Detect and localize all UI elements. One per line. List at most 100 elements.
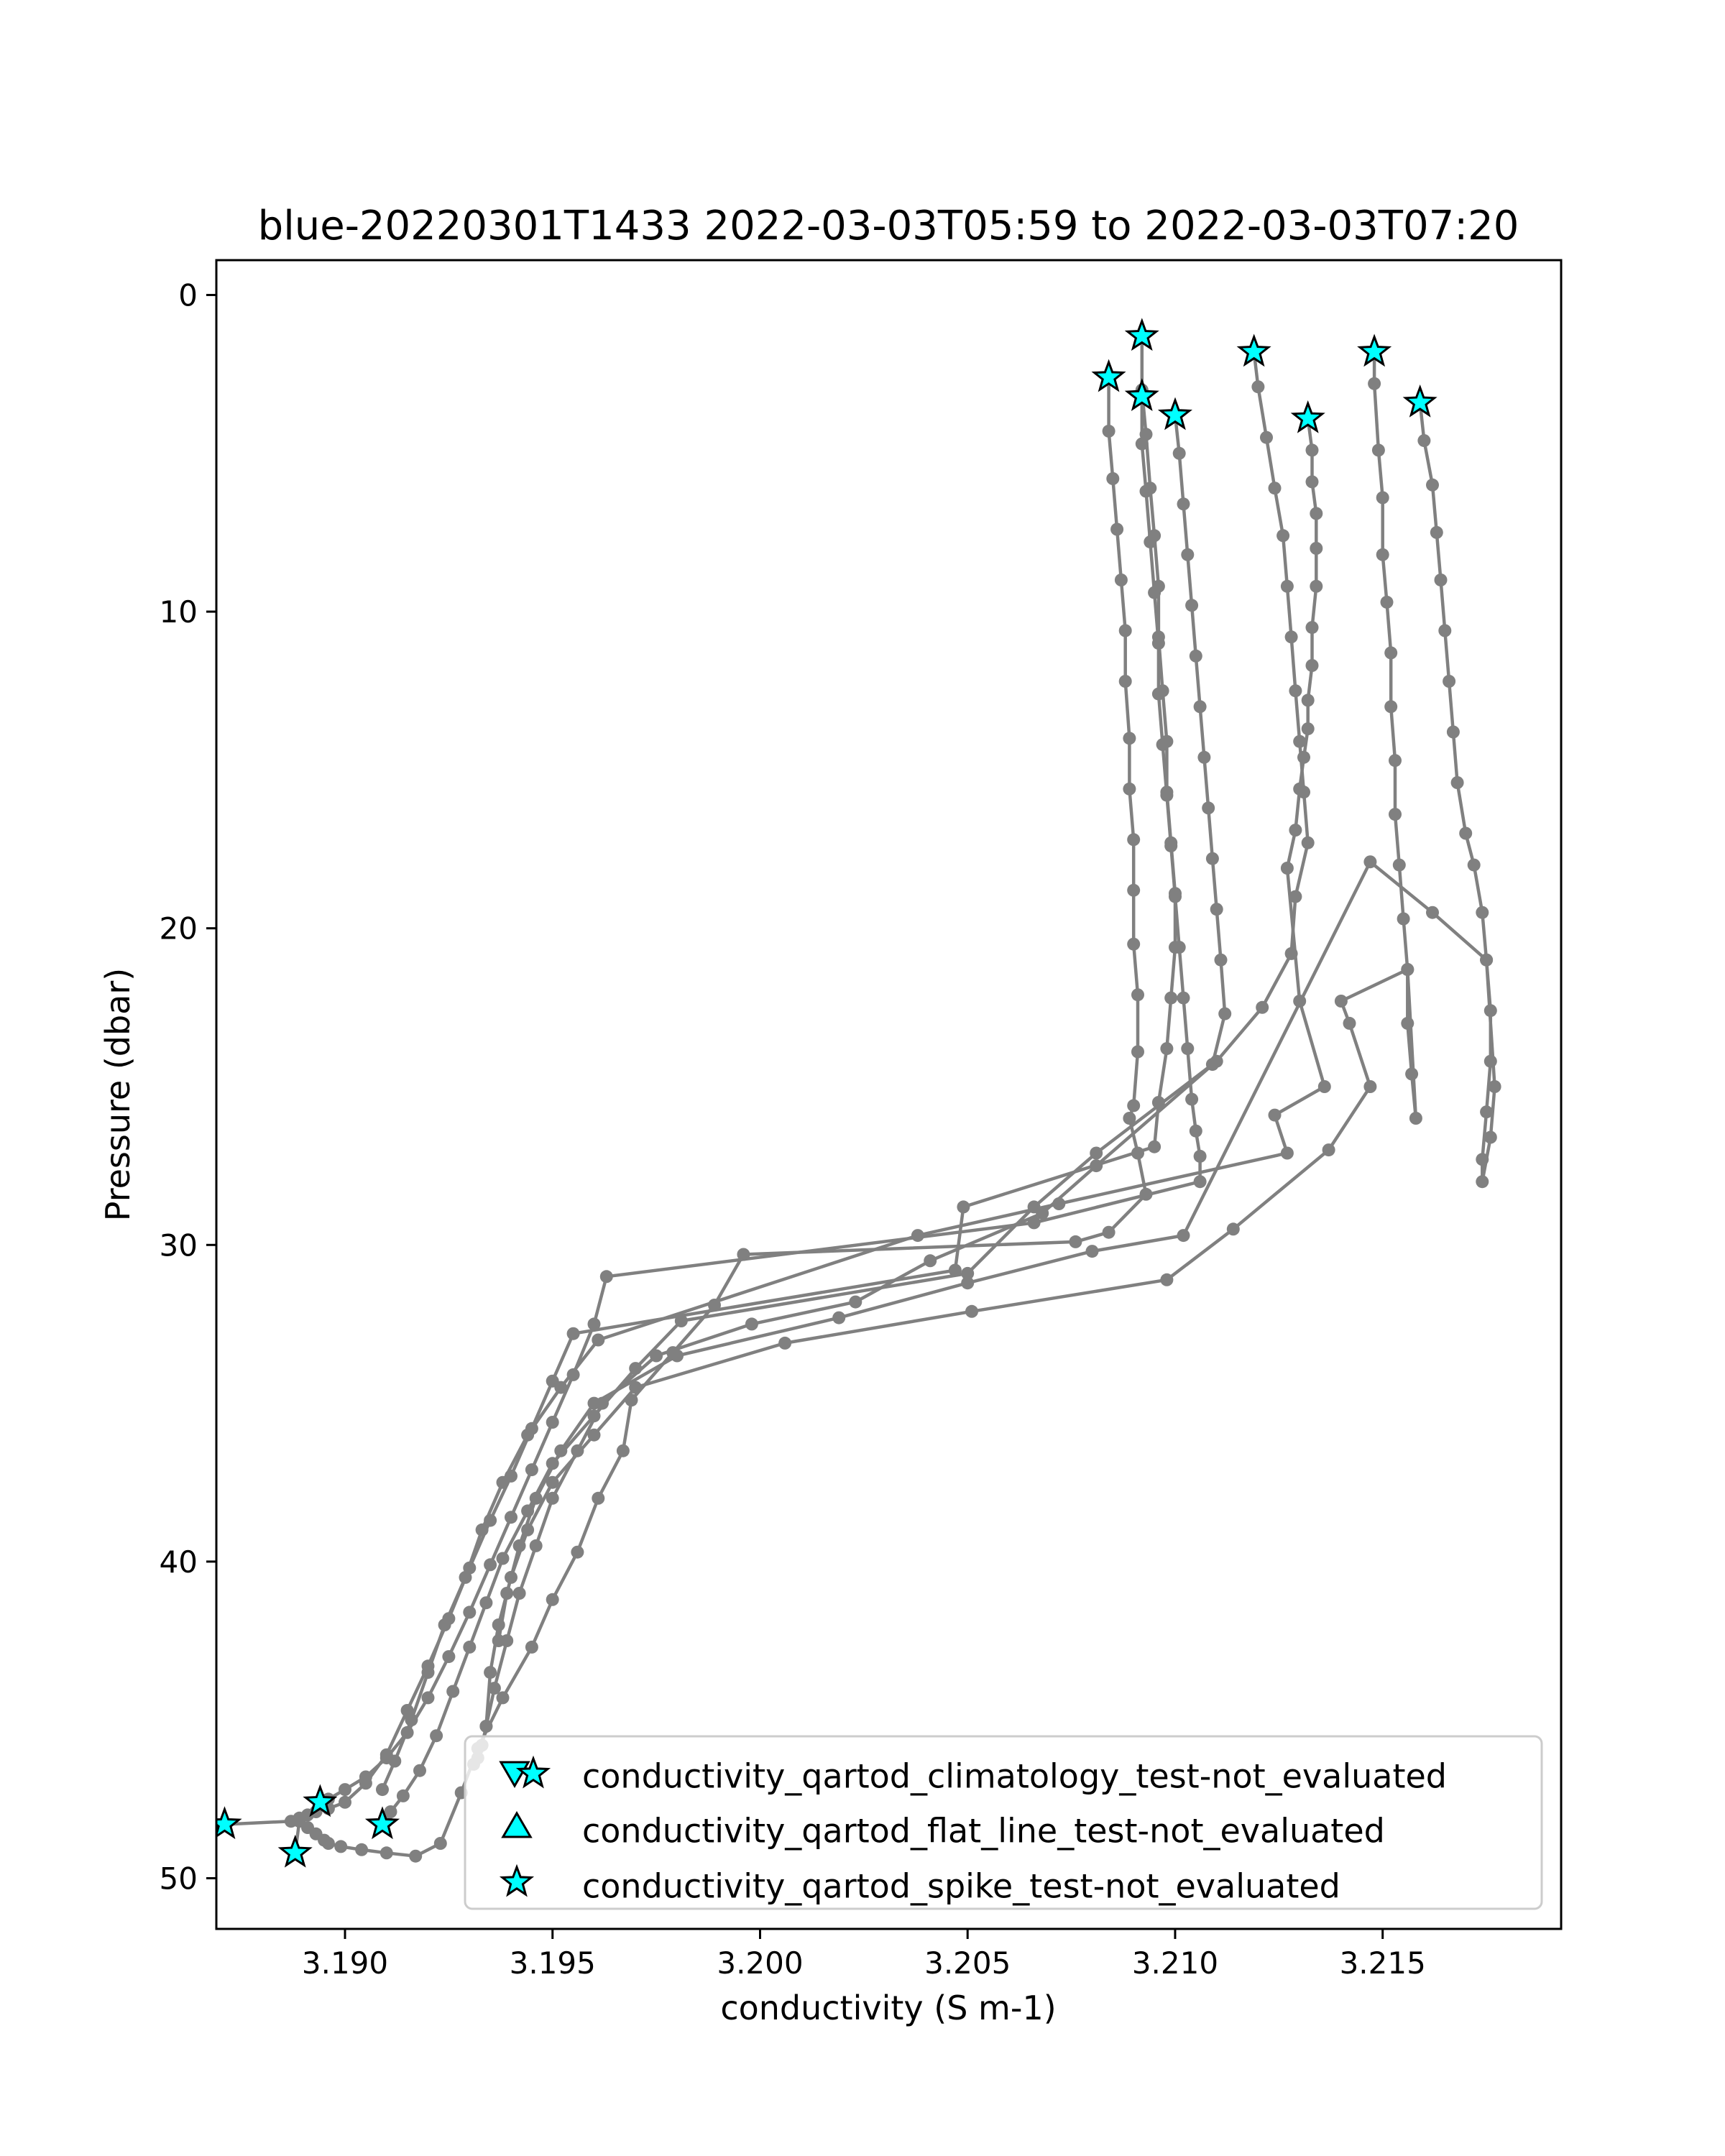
data-point [1434,573,1448,586]
data-point [1392,858,1406,872]
flag-star-marker [277,1835,313,1868]
data-point [1172,446,1186,460]
data-point [1322,1143,1335,1157]
data-point [1164,991,1178,1005]
data-point [1276,529,1290,543]
data-point [376,1783,389,1797]
data-point [965,1304,978,1318]
data-point [1476,1175,1489,1189]
data-point [961,1266,975,1280]
data-point [1293,734,1307,748]
data-point [1443,675,1456,688]
data-point [1131,988,1144,1002]
data-point [1135,437,1149,451]
data-point [592,1333,605,1347]
flag-star-marker [1357,333,1392,367]
legend-marker-spike [499,1864,535,1897]
legend-marker-flat-line [501,1811,533,1838]
data-point [284,1815,298,1828]
data-point [512,1587,526,1600]
data-point [1334,995,1348,1008]
flag-star-marker [1290,400,1325,433]
legend-entry-flat-line: conductivity_qartod_flat_line_test-not_e… [501,1811,1385,1851]
y-tick-label: 40 [160,1544,198,1580]
data-point [405,1713,418,1727]
data-point [1118,675,1132,688]
data-point [438,1618,451,1631]
data-point [1284,630,1298,644]
data-point [1226,1222,1240,1236]
data-point [500,1587,514,1600]
data-point [1389,808,1402,821]
flag-star-marker [364,1806,400,1840]
data-point [1371,443,1385,457]
data-point [961,1276,975,1290]
legend-triangle-up-marker [501,1811,533,1838]
data-point [546,1416,559,1429]
data-point [1409,1112,1422,1125]
data-point [413,1764,426,1777]
x-tick-label: 3.215 [1340,1945,1426,1981]
data-point [1218,1007,1232,1021]
data-point [1438,624,1452,637]
data-point [1164,839,1178,853]
data-point [1127,833,1141,847]
data-point [1376,491,1389,505]
flag-star-marker [1402,384,1438,418]
legend-label-climatology: conductivity_qartod_climatology_test-not… [582,1757,1447,1796]
data-point [1476,906,1489,919]
x-axis: 3.190 3.195 3.200 3.205 3.210 3.215 [302,1929,1426,1981]
y-tick-label: 0 [178,277,198,313]
data-point [1160,1042,1174,1056]
data-point [599,1270,613,1284]
y-tick-label: 10 [160,594,198,630]
series-1 [216,318,1182,1840]
data-point [1293,782,1307,796]
data-point [554,1381,568,1394]
data-point [1384,646,1398,660]
data-point [1363,855,1377,869]
data-point [592,1491,605,1505]
data-point [1181,1042,1195,1056]
data-point [1256,1000,1269,1014]
data-point [587,1428,601,1442]
data-point [1384,700,1398,714]
data-point [1260,430,1273,444]
data-point [1177,497,1190,511]
data-point [1305,659,1319,672]
data-point [1317,1080,1331,1093]
data-point [1401,963,1414,976]
data-point [1417,434,1431,448]
data-point [1185,599,1199,612]
data-point [1177,1229,1190,1243]
data-point [1405,1067,1419,1081]
y-tick-label: 50 [160,1861,198,1897]
data-point [479,1720,493,1733]
data-point [674,1314,688,1327]
data-point [1069,1235,1082,1248]
data-point [1185,1092,1199,1106]
x-tick-label: 3.200 [717,1945,803,1981]
data-point [911,1229,924,1243]
data-point [546,1475,559,1489]
data-point [463,1640,477,1654]
data-point [1289,890,1302,903]
data-point [446,1685,460,1698]
data-point [1214,953,1228,967]
data-point [1210,903,1223,916]
data-point [1310,507,1323,520]
data-point [388,1754,402,1768]
flag-star-marker [216,1806,242,1840]
data-point [1301,694,1315,707]
data-point [1148,586,1162,599]
data-point [849,1295,862,1309]
x-tick-label: 3.205 [924,1945,1011,1981]
legend-entry-spike: conductivity_qartod_spike_test-not_evalu… [499,1864,1340,1906]
chart-title: blue-20220301T1433 2022-03-03T05:59 to 2… [258,203,1519,249]
data-point [571,1545,584,1559]
data-point [1426,478,1439,492]
data-point [1139,484,1153,498]
data-point [1052,1197,1066,1210]
series-7 [492,384,1501,1647]
